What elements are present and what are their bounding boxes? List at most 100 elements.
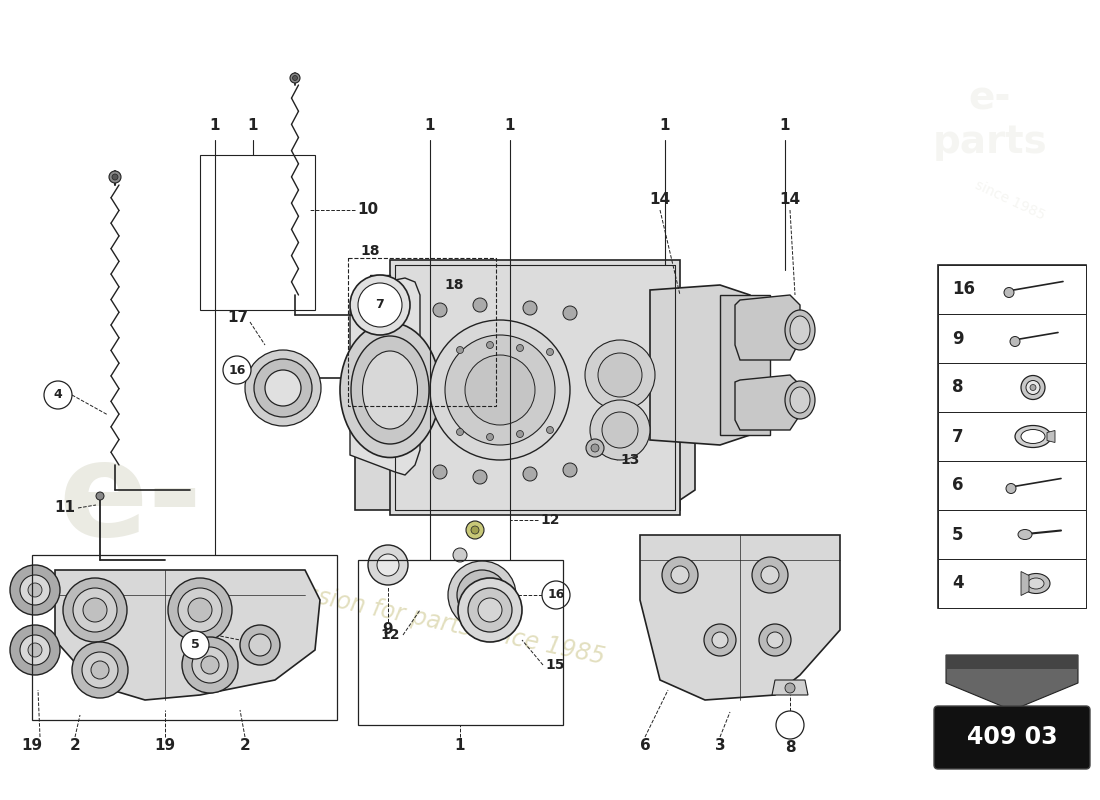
Circle shape — [586, 439, 604, 457]
Text: 18: 18 — [361, 244, 379, 258]
Circle shape — [1006, 483, 1016, 494]
Bar — [358, 560, 563, 725]
Circle shape — [704, 624, 736, 656]
Bar — [938, 363, 1086, 412]
Circle shape — [201, 656, 219, 674]
Circle shape — [240, 625, 280, 665]
Text: 5: 5 — [952, 526, 964, 543]
Circle shape — [358, 283, 402, 327]
Circle shape — [761, 566, 779, 584]
Circle shape — [112, 174, 118, 180]
Circle shape — [468, 581, 496, 609]
Text: 409 03: 409 03 — [967, 726, 1057, 750]
Ellipse shape — [790, 316, 810, 344]
Circle shape — [522, 467, 537, 481]
Text: 8: 8 — [952, 378, 964, 397]
Circle shape — [366, 291, 394, 319]
Text: 17: 17 — [228, 310, 249, 326]
Circle shape — [82, 652, 118, 688]
Circle shape — [44, 381, 72, 409]
Circle shape — [72, 642, 128, 698]
Text: 8: 8 — [785, 718, 795, 732]
Circle shape — [517, 430, 524, 438]
Circle shape — [28, 583, 42, 597]
Text: 14: 14 — [780, 193, 801, 207]
Text: 1: 1 — [210, 118, 220, 133]
Circle shape — [223, 356, 251, 384]
Text: 2: 2 — [69, 738, 80, 753]
Text: 19: 19 — [154, 738, 176, 753]
Polygon shape — [735, 375, 800, 430]
Text: 4: 4 — [952, 574, 964, 593]
Circle shape — [20, 635, 50, 665]
Ellipse shape — [351, 336, 429, 444]
Circle shape — [96, 492, 104, 500]
Circle shape — [598, 353, 642, 397]
Circle shape — [254, 359, 312, 417]
Ellipse shape — [1018, 530, 1032, 539]
Circle shape — [91, 661, 109, 679]
FancyBboxPatch shape — [934, 706, 1090, 769]
Text: 6: 6 — [952, 477, 964, 494]
Polygon shape — [946, 655, 1078, 707]
Ellipse shape — [785, 381, 815, 419]
Circle shape — [522, 301, 537, 315]
Text: 1: 1 — [454, 738, 465, 753]
Text: 14: 14 — [649, 193, 671, 207]
Circle shape — [468, 588, 512, 632]
Circle shape — [368, 545, 408, 585]
Circle shape — [182, 637, 238, 693]
Circle shape — [712, 632, 728, 648]
Ellipse shape — [363, 351, 418, 429]
Polygon shape — [640, 535, 840, 700]
Ellipse shape — [1021, 430, 1045, 443]
Bar — [348, 258, 496, 406]
Text: 9: 9 — [952, 330, 964, 347]
Circle shape — [590, 400, 650, 460]
Text: 18: 18 — [444, 278, 464, 292]
Text: 4: 4 — [54, 389, 63, 402]
Circle shape — [109, 171, 121, 183]
Text: 3: 3 — [715, 738, 725, 753]
Text: 16: 16 — [229, 363, 245, 377]
Polygon shape — [946, 655, 1078, 669]
Circle shape — [245, 350, 321, 426]
Circle shape — [563, 463, 578, 477]
Circle shape — [433, 303, 447, 317]
Circle shape — [752, 557, 788, 593]
Text: 15: 15 — [544, 658, 564, 672]
Text: 2: 2 — [240, 738, 251, 753]
Text: 11: 11 — [55, 501, 76, 515]
Circle shape — [249, 634, 271, 656]
Text: 16: 16 — [952, 281, 975, 298]
Bar — [390, 260, 680, 515]
Circle shape — [563, 306, 578, 320]
Circle shape — [456, 346, 463, 354]
Circle shape — [465, 355, 535, 425]
Bar — [32, 555, 337, 720]
Bar — [938, 559, 1086, 608]
Circle shape — [471, 526, 478, 534]
Circle shape — [82, 598, 107, 622]
Text: 1: 1 — [248, 118, 258, 133]
Circle shape — [542, 581, 570, 609]
Circle shape — [776, 711, 804, 739]
Circle shape — [458, 578, 522, 642]
Ellipse shape — [1015, 426, 1050, 447]
Text: a passion for parts since 1985: a passion for parts since 1985 — [253, 571, 607, 669]
Polygon shape — [1047, 430, 1055, 442]
Bar — [200, 155, 315, 310]
Circle shape — [10, 625, 60, 675]
Circle shape — [1010, 337, 1020, 346]
Circle shape — [73, 588, 117, 632]
Circle shape — [759, 624, 791, 656]
Bar — [938, 412, 1086, 461]
Circle shape — [188, 598, 212, 622]
Polygon shape — [350, 278, 420, 475]
Polygon shape — [55, 570, 320, 700]
Circle shape — [433, 465, 447, 479]
Circle shape — [178, 588, 222, 632]
Circle shape — [1030, 385, 1036, 390]
Bar — [938, 314, 1086, 363]
Circle shape — [350, 275, 410, 335]
